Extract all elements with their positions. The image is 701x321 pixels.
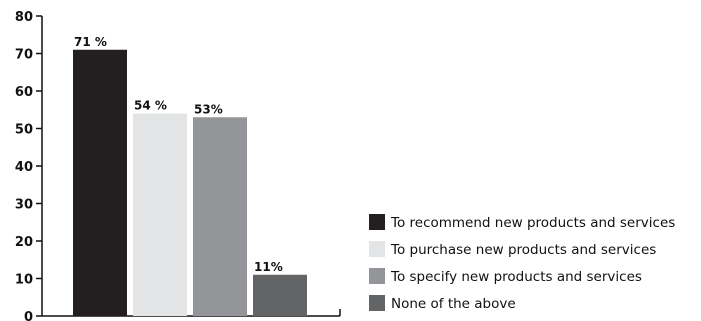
y-axis: 0 10 20 30 40 50 60 70 80 (15, 10, 43, 321)
bar (133, 113, 187, 316)
legend-label: None of the above (391, 296, 516, 312)
y-tick-label: 70 (15, 48, 33, 63)
legend-swatch (369, 214, 385, 230)
bar (253, 274, 307, 316)
y-tick-label: 20 (15, 235, 33, 250)
data-label: 54 % (134, 99, 167, 113)
data-labels: 71 % 54 % 53% 11% (74, 35, 283, 274)
y-tick-label: 40 (15, 160, 33, 175)
y-tick-label: 10 (15, 273, 33, 288)
y-tick-label: 30 (15, 198, 33, 213)
data-label: 53% (194, 102, 223, 116)
y-tick-label: 80 (15, 10, 33, 25)
data-label: 71 % (74, 35, 107, 49)
data-label: 11% (254, 260, 283, 274)
legend-swatch (369, 241, 385, 257)
legend-label: To recommend new products and services (390, 215, 675, 231)
y-tick-label: 50 (15, 123, 33, 138)
legend-label: To purchase new products and services (390, 242, 656, 258)
legend-swatch (369, 268, 385, 284)
bar (193, 117, 247, 316)
y-tick-label: 60 (15, 85, 33, 100)
legend: To recommend new products and services To… (369, 214, 675, 312)
bars (73, 49, 307, 316)
bar (73, 49, 127, 316)
legend-label: To specify new products and services (390, 269, 642, 285)
y-tick-label: 0 (24, 310, 33, 321)
legend-swatch (369, 295, 385, 311)
